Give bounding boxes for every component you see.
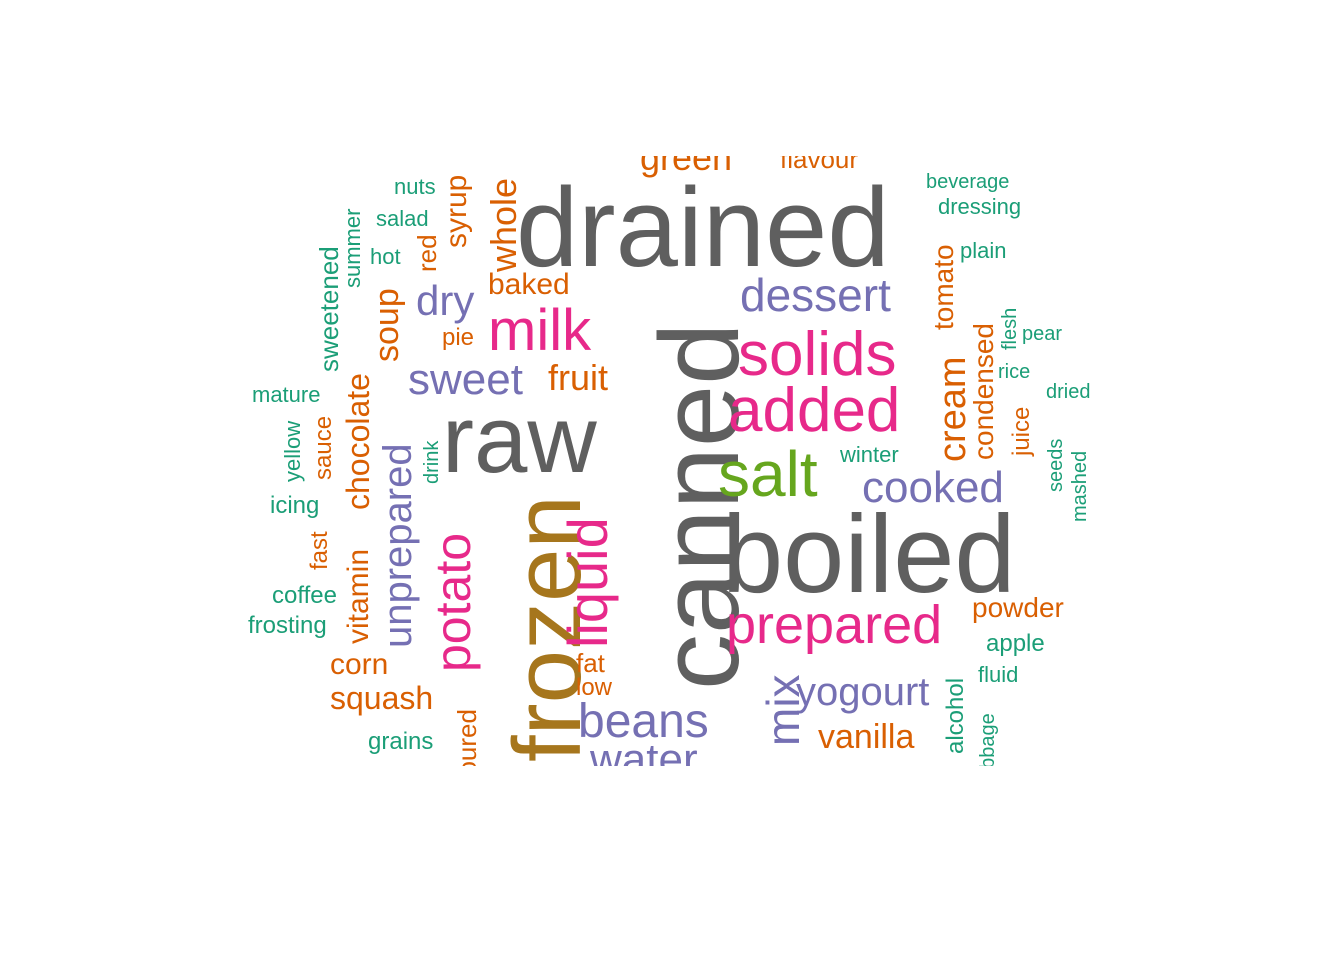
word-added: added: [728, 376, 901, 445]
word-corn: corn: [330, 648, 389, 681]
word-dried: dried: [1046, 381, 1091, 403]
word-fluid: fluid: [978, 662, 1019, 687]
word-prepared: prepared: [726, 595, 943, 655]
word-vanilla: vanilla: [818, 718, 915, 756]
word-cabbage: cabbage: [977, 713, 999, 766]
word-tomato: tomato: [928, 244, 959, 330]
word-dry: dry: [416, 277, 475, 324]
word-drink: drink: [421, 440, 443, 484]
word-pie: pie: [442, 324, 475, 351]
word-rice: rice: [998, 361, 1031, 383]
word-grains: grains: [368, 728, 434, 755]
word-dessert: dessert: [740, 269, 891, 321]
word-milk: milk: [488, 298, 592, 363]
word-boiled: boiled: [722, 493, 1016, 616]
word-cream: cream: [932, 356, 974, 462]
word-winter: winter: [840, 442, 899, 467]
word-yogourt: yogourt: [796, 670, 930, 714]
word-liquid: liquid: [556, 517, 619, 648]
word-solids: solids: [738, 320, 897, 389]
word-yellow: yellow: [280, 420, 305, 482]
word-juice: juice: [1008, 406, 1035, 456]
word-beans: beans: [578, 695, 709, 748]
word-poured: poured: [452, 709, 482, 766]
word-seeds: seeds: [1045, 438, 1067, 492]
word-sweet: sweet: [408, 355, 523, 404]
word-apple: apple: [986, 630, 1045, 657]
word-baked: baked: [488, 268, 570, 301]
word-icing: icing: [270, 492, 320, 519]
word-mashed: mashed: [1069, 450, 1091, 522]
word-nuts: nuts: [394, 174, 436, 199]
word-flavour: flavour: [780, 156, 859, 174]
word-coffee: coffee: [272, 582, 337, 609]
word-sauce: sauce: [310, 415, 337, 480]
word-mature: mature: [252, 382, 321, 407]
word-alcohol: alcohol: [942, 677, 969, 754]
word-beverage: beverage: [926, 171, 1010, 193]
word-salad: salad: [376, 206, 429, 231]
word-summer: summer: [340, 208, 365, 288]
word-salt: salt: [718, 438, 818, 510]
word-flesh: flesh: [999, 307, 1021, 350]
word-drained: drained: [516, 165, 890, 290]
word-powder: powder: [972, 592, 1064, 623]
word-squash: squash: [330, 680, 434, 716]
word-unprepared: unprepared: [376, 443, 420, 648]
word-frosting: frosting: [248, 612, 327, 639]
word-cooked: cooked: [862, 463, 1004, 512]
word-pear: pear: [1022, 323, 1063, 345]
word-fast: fast: [306, 531, 333, 570]
word-chocolate: chocolate: [340, 373, 376, 510]
word-plain: plain: [960, 238, 1007, 263]
word-vitamin: vitamin: [342, 548, 375, 644]
word-low: low: [576, 674, 613, 701]
word-whole: whole: [483, 177, 524, 272]
word-fruit: fruit: [548, 357, 609, 398]
word-hot: hot: [370, 244, 401, 269]
word-sweetened: sweetened: [314, 246, 344, 372]
word-red: red: [412, 234, 442, 272]
word-cloud-area: drained canned raw boiled frozen salt milk soli…: [240, 156, 1110, 766]
word-syrup: syrup: [440, 174, 473, 248]
word-soup: soup: [368, 288, 406, 362]
word-dressing: dressing: [938, 194, 1022, 219]
word-raw: raw: [442, 386, 597, 493]
word-potato: potato: [425, 532, 481, 672]
word-fat: fat: [576, 648, 605, 678]
word-condensed: condensed: [968, 322, 999, 460]
word-water: water: [590, 735, 698, 767]
word-green: green: [640, 156, 733, 178]
